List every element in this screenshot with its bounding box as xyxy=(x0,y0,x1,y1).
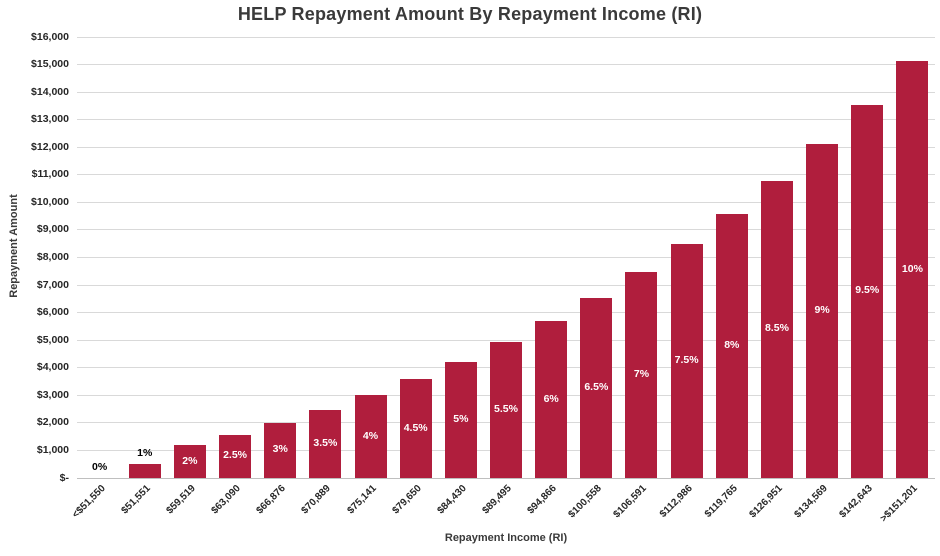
y-tick-label: $1,000 xyxy=(36,443,69,456)
x-tick-label: $59,519 xyxy=(164,483,198,517)
bar-data-label: 9% xyxy=(814,304,830,317)
gridline xyxy=(77,64,935,66)
x-tick-label: $100,558 xyxy=(566,483,605,521)
bar xyxy=(219,434,252,478)
bar xyxy=(309,409,342,478)
gridline xyxy=(77,284,935,286)
bar-data-label: 2.5% xyxy=(223,449,248,462)
bar-data-label: 7.5% xyxy=(674,354,699,367)
x-tick-label: $89,495 xyxy=(480,483,514,517)
y-tick-label: $6,000 xyxy=(36,306,69,319)
bar xyxy=(580,297,613,478)
y-tick-label: $- xyxy=(59,471,69,484)
y-tick-label: $9,000 xyxy=(36,223,69,236)
y-tick-label: $2,000 xyxy=(36,416,69,429)
y-tick-label: $8,000 xyxy=(36,251,69,263)
x-axis-line xyxy=(77,478,935,479)
x-tick-label: $134,569 xyxy=(792,483,830,521)
bar xyxy=(535,321,568,478)
x-tick-label: $119,765 xyxy=(702,483,740,520)
bar-data-label: 6.5% xyxy=(584,380,609,393)
gridline xyxy=(77,339,935,341)
gridline xyxy=(77,257,935,258)
bar-data-label: 3.5% xyxy=(313,436,338,449)
x-tick-label: $75,141 xyxy=(344,483,379,517)
bar-data-label: 5% xyxy=(453,412,469,425)
x-axis-title: Repayment Income (RI) xyxy=(444,532,568,544)
x-tick-label: <$51,550 xyxy=(69,483,108,521)
x-tick-label: $51,551 xyxy=(119,483,153,517)
bar xyxy=(760,180,793,478)
x-tick-label: $112,986 xyxy=(657,483,695,520)
gridline xyxy=(77,91,935,93)
chart-title: HELP Repayment Amount By Repayment Incom… xyxy=(237,4,703,24)
bar xyxy=(806,144,839,478)
y-tick-label: $16,000 xyxy=(31,30,69,43)
y-tick-label: $15,000 xyxy=(31,58,69,71)
y-tick-label: $14,000 xyxy=(31,85,69,98)
y-tick-label: $7,000 xyxy=(36,278,69,291)
x-tick-label: $106,591 xyxy=(611,483,650,521)
bar xyxy=(354,395,387,478)
x-tick-label: $79,650 xyxy=(390,483,424,517)
bar-data-label: 4.5% xyxy=(403,421,428,434)
y-tick-label: $3,000 xyxy=(36,388,69,401)
bar-data-label: 6% xyxy=(543,392,559,405)
y-tick-label: $13,000 xyxy=(31,113,69,126)
gridline xyxy=(77,312,935,314)
bar-data-label: 10% xyxy=(901,262,923,275)
bar xyxy=(670,244,703,478)
bar-data-label: 1% xyxy=(137,446,153,459)
x-tick-label: $94,866 xyxy=(525,483,559,517)
bar-data-label: 8.5% xyxy=(764,322,789,335)
bar xyxy=(444,361,477,478)
bar xyxy=(715,213,748,478)
y-tick-label: $4,000 xyxy=(36,361,69,374)
x-tick-label: $70,889 xyxy=(299,483,334,517)
bar xyxy=(173,445,206,478)
bar xyxy=(896,61,929,478)
x-tick-label: $126,951 xyxy=(747,483,785,521)
bar-data-label: 0% xyxy=(92,461,108,473)
bar-data-label: 8% xyxy=(724,338,740,351)
gridline xyxy=(77,36,935,38)
bar-data-label: 5.5% xyxy=(494,403,518,416)
gridline xyxy=(77,146,935,148)
gridline xyxy=(77,229,935,231)
bar-data-label: 4% xyxy=(362,429,379,442)
bar xyxy=(264,422,297,478)
gridline xyxy=(77,174,935,176)
bar xyxy=(490,342,522,478)
x-tick-label: $63,090 xyxy=(209,483,243,517)
bar xyxy=(399,379,432,478)
bar xyxy=(128,463,161,478)
y-tick-label: $12,000 xyxy=(31,140,69,153)
bar xyxy=(851,104,884,478)
bar-data-label: 2% xyxy=(182,454,198,467)
bar-data-label: 9.5% xyxy=(855,284,880,297)
gridline xyxy=(77,201,935,203)
x-tick-label: $66,876 xyxy=(254,483,288,517)
y-tick-label: $5,000 xyxy=(36,333,69,346)
y-axis-title: Repayment Amount xyxy=(8,194,20,298)
y-tick-label: $10,000 xyxy=(31,195,69,208)
bar-data-label: 7% xyxy=(633,368,650,381)
x-tick-label: $84,430 xyxy=(435,483,469,517)
y-tick-label: $11,000 xyxy=(31,168,69,181)
x-tick-label: >$151,201 xyxy=(878,483,921,525)
gridline xyxy=(77,119,935,121)
plot-area: $- $1,000 $2,000 $3,000 $4,000 $5,000 $6,000 $7… xyxy=(31,31,935,524)
bar xyxy=(625,272,658,478)
bar-data-label: 3% xyxy=(272,443,288,456)
x-tick-label: $142,643 xyxy=(837,483,876,521)
